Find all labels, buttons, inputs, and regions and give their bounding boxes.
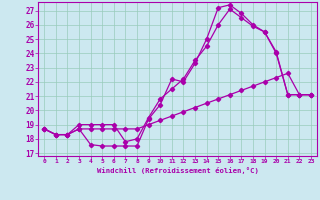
X-axis label: Windchill (Refroidissement éolien,°C): Windchill (Refroidissement éolien,°C) bbox=[97, 167, 259, 174]
